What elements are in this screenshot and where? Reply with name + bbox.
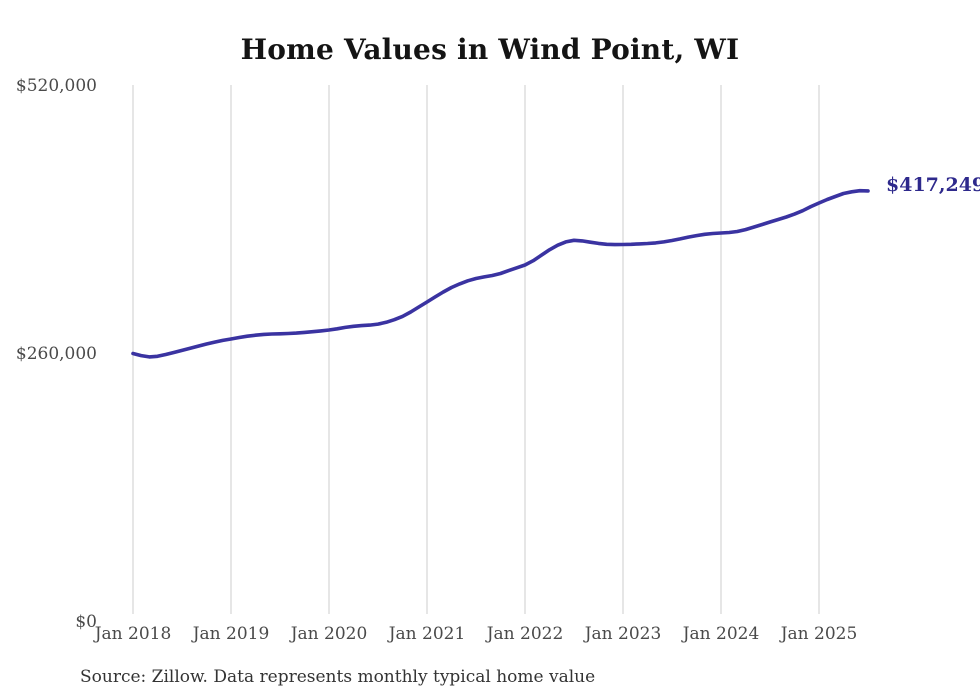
y-tick-label: $260,000	[16, 344, 97, 364]
x-tick-label: Jan 2023	[583, 624, 662, 644]
x-tick-label: Jan 2022	[485, 624, 564, 644]
home-value-series-line	[131, 188, 870, 359]
chart-title: Home Values in Wind Point, WI	[240, 33, 740, 66]
x-tick-label: Jan 2020	[289, 624, 368, 644]
x-tick-label: Jan 2024	[681, 624, 760, 644]
y-tick-label: $0	[75, 612, 97, 632]
source-note: Source: Zillow. Data represents monthly …	[80, 667, 596, 687]
x-tick-label: Jan 2019	[191, 624, 270, 644]
x-tick-label: Jan 2025	[779, 624, 858, 644]
x-tick-label: Jan 2021	[387, 624, 466, 644]
y-tick-label: $520,000	[16, 76, 97, 96]
latest-value-label: $417,249	[886, 174, 980, 196]
x-tick-label: Jan 2018	[93, 624, 172, 644]
